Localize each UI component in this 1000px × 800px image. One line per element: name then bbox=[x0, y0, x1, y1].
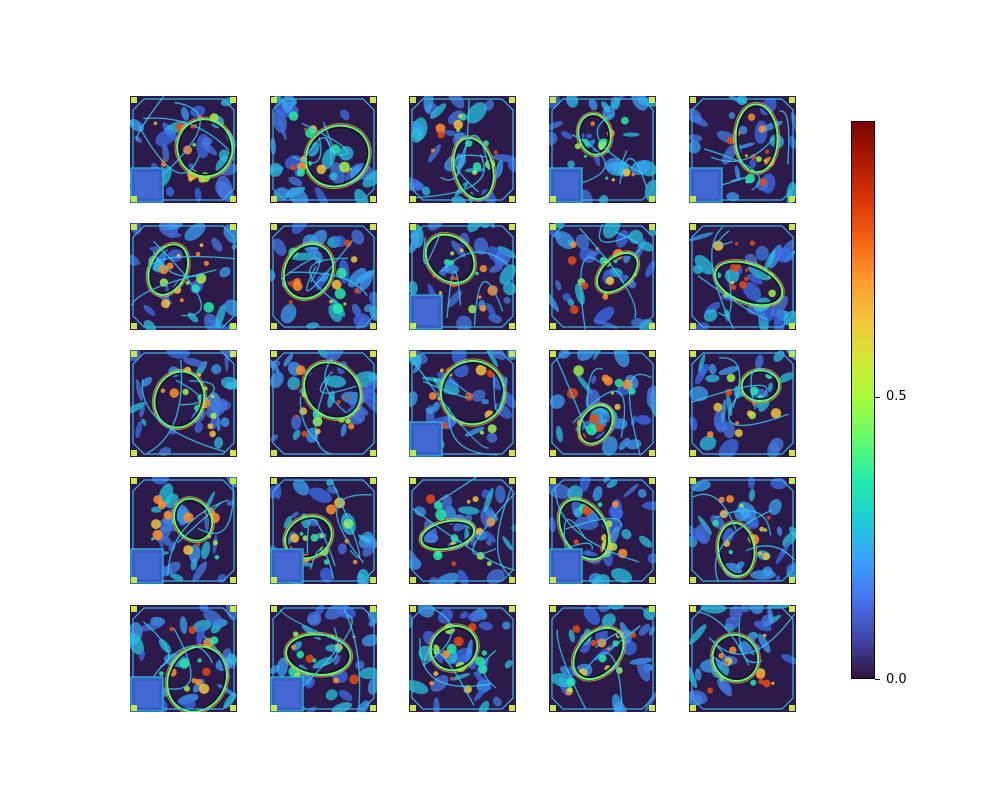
heatmap-tile bbox=[270, 223, 377, 330]
colorbar bbox=[851, 121, 875, 679]
heatmap-tile bbox=[130, 605, 237, 712]
colorbar-tick-mark bbox=[875, 397, 880, 398]
heatmap-tile bbox=[689, 477, 796, 584]
heatmap-tile bbox=[549, 223, 656, 330]
heatmap-tile bbox=[130, 350, 237, 457]
heatmap-tile bbox=[270, 350, 377, 457]
heatmap-tile bbox=[549, 350, 656, 457]
heatmap-tile bbox=[130, 477, 237, 584]
colorbar-tick-mark bbox=[875, 679, 880, 680]
heatmap-tile bbox=[549, 477, 656, 584]
heatmap-tile bbox=[270, 477, 377, 584]
heatmap-tile bbox=[549, 605, 656, 712]
heatmap-tile bbox=[689, 96, 796, 203]
heatmap-tile bbox=[689, 223, 796, 330]
heatmap-tile bbox=[409, 605, 516, 712]
colorbar-tick-label-min: 0.0 bbox=[886, 672, 907, 687]
heatmap-tile bbox=[130, 96, 237, 203]
heatmap-tile bbox=[409, 477, 516, 584]
heatmap-tile bbox=[689, 350, 796, 457]
heatmap-tile bbox=[409, 350, 516, 457]
heatmap-tile bbox=[409, 96, 516, 203]
heatmap-tile bbox=[130, 223, 237, 330]
heatmap-tile bbox=[409, 223, 516, 330]
heatmap-tile bbox=[689, 605, 796, 712]
colorbar-tick-label-mid: 0.5 bbox=[886, 389, 907, 404]
heatmap-tile bbox=[549, 96, 656, 203]
heatmap-tile bbox=[270, 605, 377, 712]
heatmap-tile bbox=[270, 96, 377, 203]
